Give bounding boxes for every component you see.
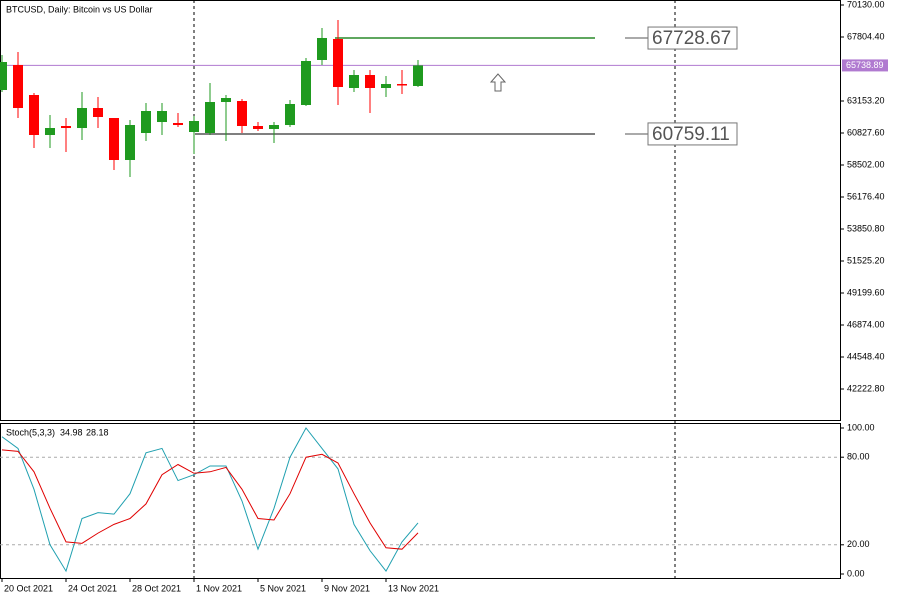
y-tick-label: 44548.40	[847, 351, 885, 361]
level-label: 67728.67	[652, 28, 731, 49]
candle-body	[173, 123, 183, 126]
stoch-line	[1, 427, 419, 573]
y-tick-label: 80.00	[847, 452, 870, 462]
x-tick-label: 24 Oct 2021	[68, 583, 117, 593]
candle-body	[93, 108, 103, 118]
stoch-pane	[0, 423, 841, 579]
x-tick-label: 20 Oct 2021	[4, 583, 53, 593]
candle-body	[77, 108, 87, 129]
candle-body	[413, 65, 423, 87]
x-tick-label: 5 Nov 2021	[260, 583, 306, 593]
candle-body	[45, 128, 55, 136]
indicator-value: 34.98	[60, 427, 83, 437]
candle-body	[365, 75, 375, 88]
candle-body	[349, 75, 359, 88]
candle-body	[253, 126, 263, 130]
y-tick-label: 100.00	[847, 422, 875, 432]
y-tick-label: 56176.40	[847, 191, 885, 201]
y-tick-label: 42222.80	[847, 383, 885, 393]
candle-body	[157, 111, 167, 123]
x-tick-label: 9 Nov 2021	[324, 583, 370, 593]
candle-body	[205, 102, 215, 134]
y-tick-label: 49199.60	[847, 287, 885, 297]
candle-body	[13, 65, 23, 109]
candle-body	[237, 100, 247, 127]
y-tick-label: 46874.00	[847, 319, 885, 329]
candle-body	[125, 125, 135, 161]
candle-body	[285, 103, 295, 126]
y-tick-label: 58502.00	[847, 159, 885, 169]
y-tick-label: 53850.80	[847, 223, 885, 233]
candle-body	[0, 62, 7, 91]
x-tick-label: 28 Oct 2021	[132, 583, 181, 593]
last-price-box	[842, 59, 888, 72]
y-tick-label: 20.00	[847, 539, 870, 549]
level-label-box	[647, 122, 738, 146]
y-tick-label: 0.00	[847, 568, 865, 578]
chart-title: BTCUSD, Daily: Bitcoin vs US Dollar	[6, 4, 153, 14]
x-tick-label: 1 Nov 2021	[196, 583, 242, 593]
candle-body	[29, 94, 39, 136]
indicator-title: Stoch(5,3,3)	[6, 427, 55, 437]
candle-body	[221, 97, 231, 103]
y-tick-label: 63153.20	[847, 95, 885, 105]
price-pane	[0, 0, 841, 421]
stoch-line	[1, 449, 419, 550]
y-tick-label: 51525.20	[847, 255, 885, 265]
indicator-value: 28.18	[86, 427, 109, 437]
candle-body	[61, 126, 71, 129]
candle-body	[269, 125, 279, 130]
candle-body	[109, 118, 119, 161]
candle-body	[301, 60, 311, 106]
y-tick-label: 70130.00	[847, 0, 885, 9]
x-tick-label: 13 Nov 2021	[388, 583, 439, 593]
level-label: 60759.11	[652, 124, 730, 145]
y-tick-label: 67804.40	[847, 31, 885, 41]
level-label-box	[647, 26, 738, 50]
candle-body	[381, 84, 391, 88]
candle-body	[141, 111, 151, 134]
candle-body	[333, 38, 343, 88]
up-arrow	[489, 73, 507, 92]
candle-body	[317, 37, 327, 60]
last-price-label: 65738.89	[846, 60, 884, 70]
candle-body	[189, 121, 199, 133]
candle-body	[397, 84, 407, 86]
y-tick-label: 60827.60	[847, 127, 885, 137]
